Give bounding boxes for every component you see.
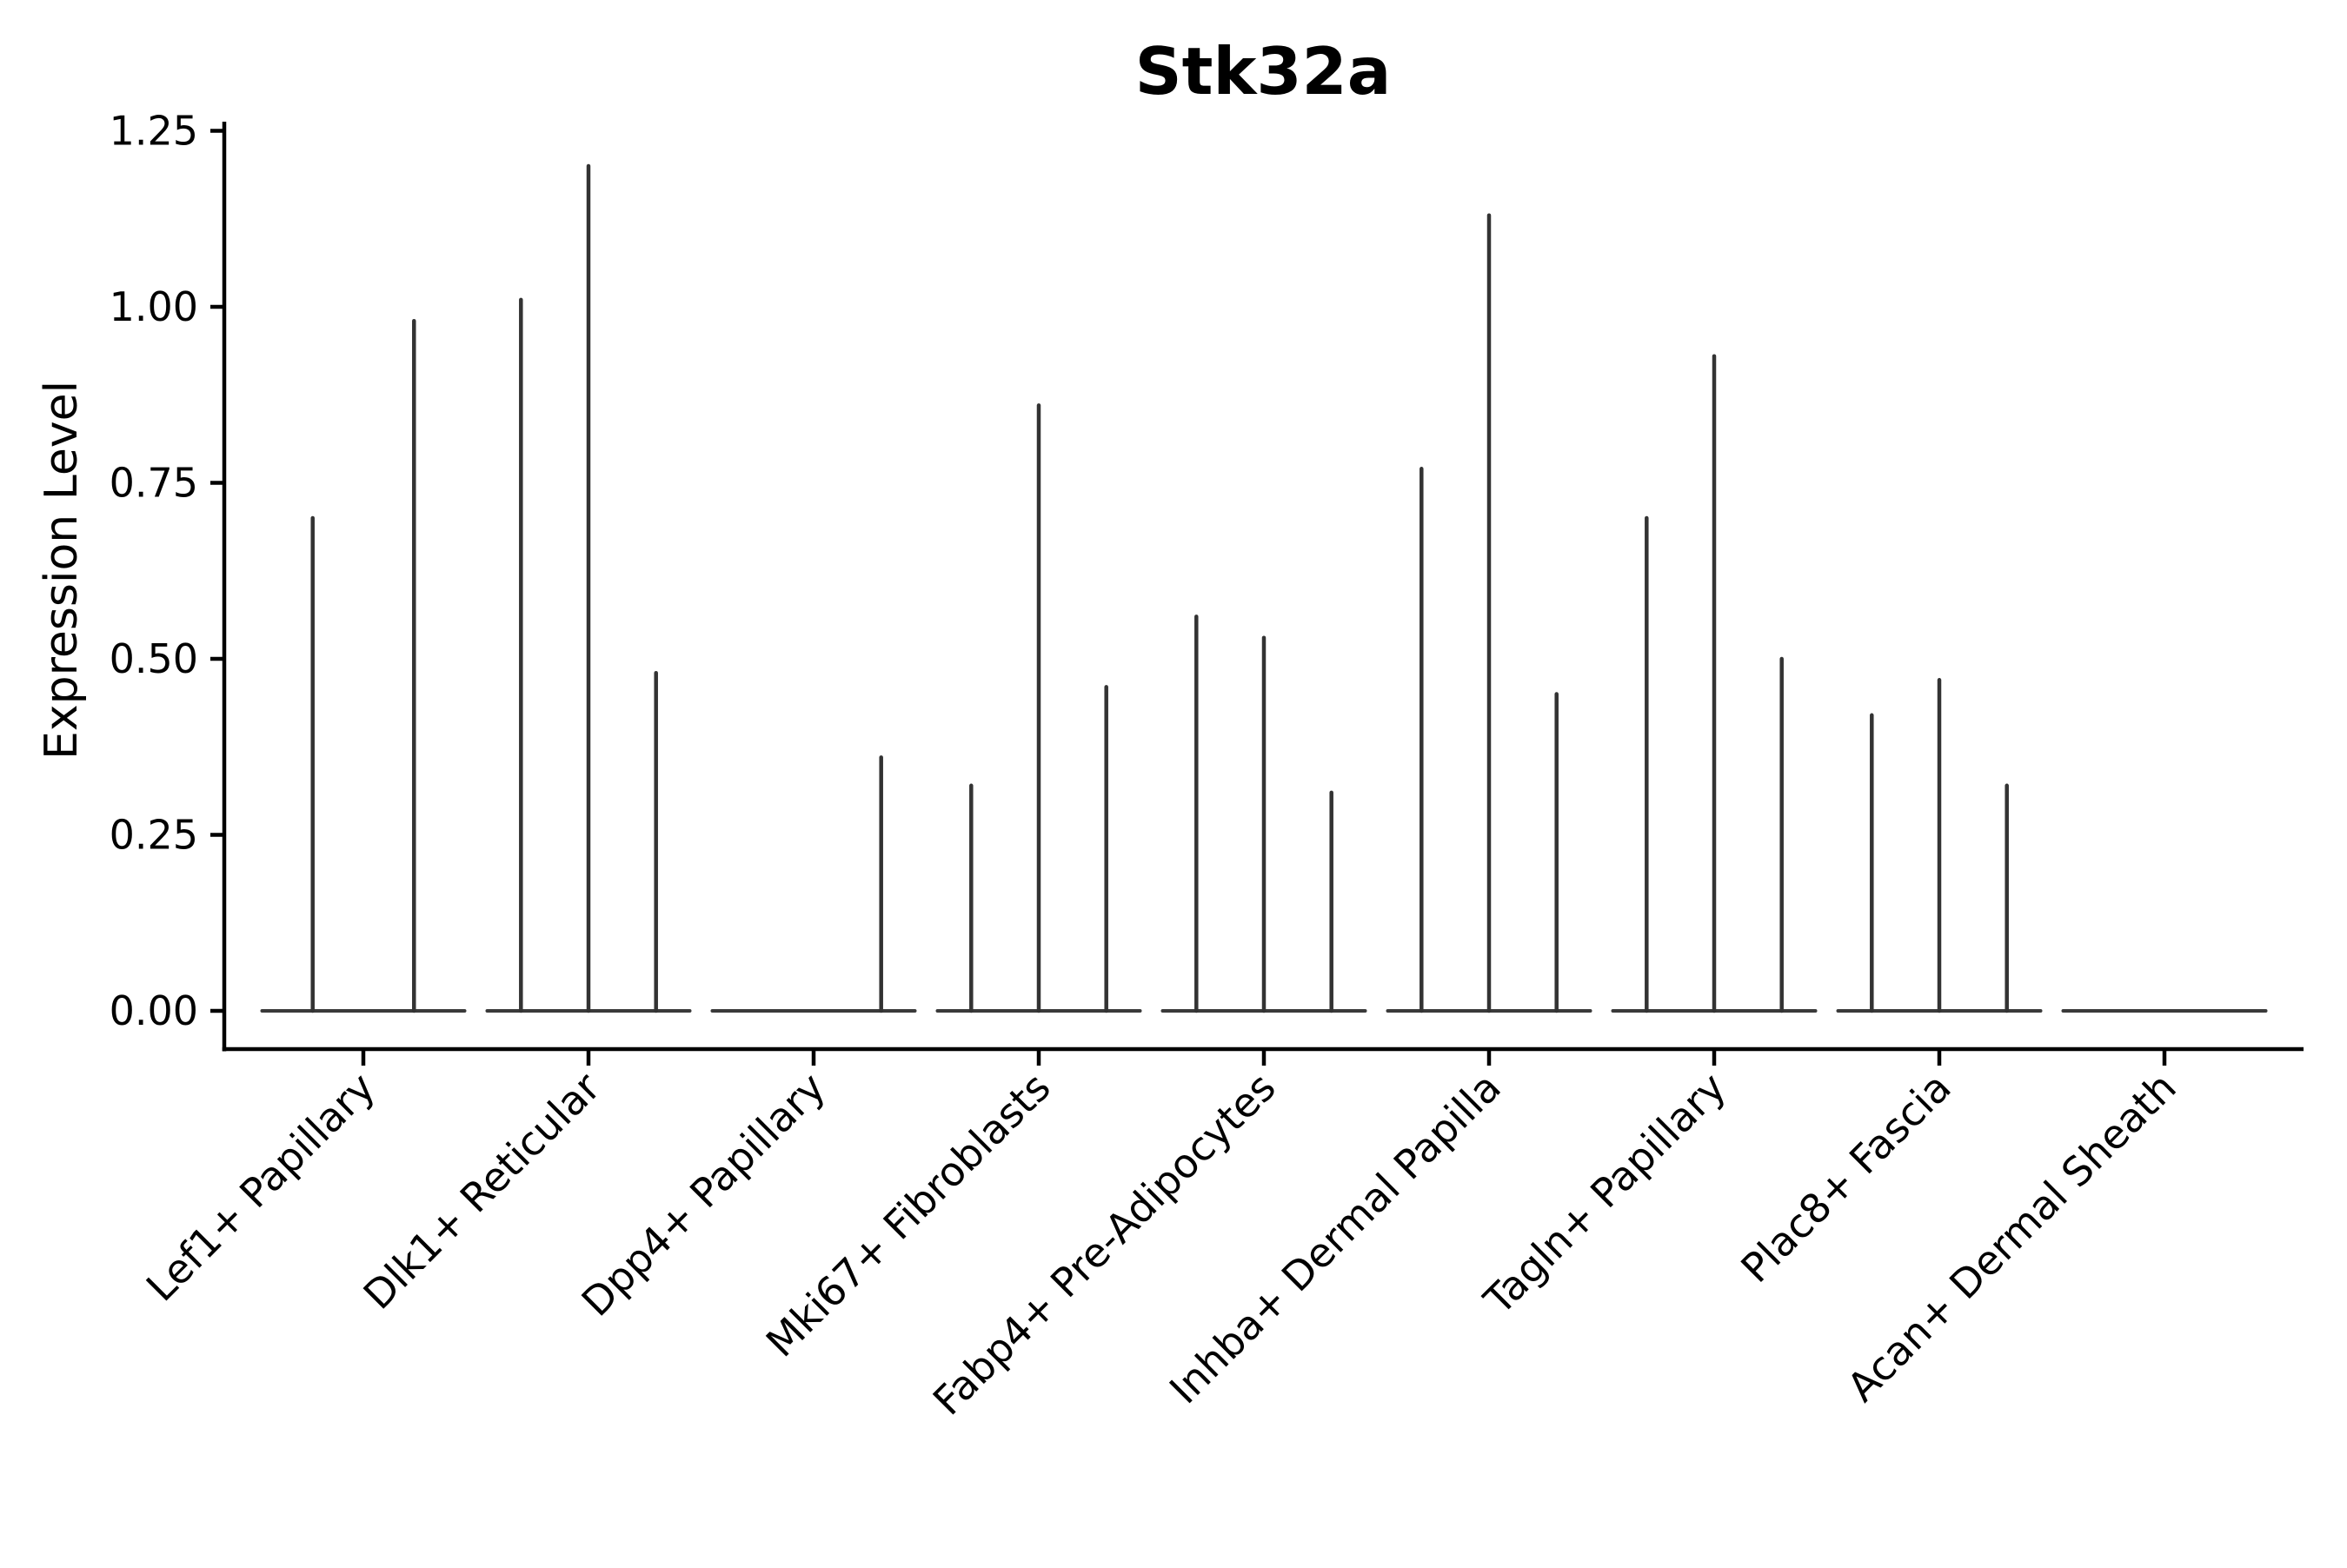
chart-title: Stk32a (1135, 33, 1392, 110)
x-tick-label: Lef1+ Papillary (137, 1064, 384, 1311)
x-tick-label: Dpp4+ Papillary (573, 1064, 834, 1325)
violin-3 (710, 755, 917, 1013)
violin-1 (260, 318, 467, 1013)
violin-8 (1836, 678, 2043, 1013)
x-tick-label: Dlk1+ Reticular (355, 1064, 609, 1319)
x-tick-label: Tagln+ Papillary (1474, 1064, 1735, 1325)
y-tick-label: 1.25 (110, 108, 198, 155)
y-axis-label: Expression Level (36, 381, 88, 760)
violin-5 (1160, 615, 1367, 1013)
violin-6 (1386, 213, 1592, 1013)
violin-7 (1611, 354, 1818, 1013)
y-axis-ticks: 0.00 0.25 0.50 0.75 1.00 1.25 (110, 108, 224, 1034)
x-tick-label: Plac8+ Fascia (1732, 1064, 1959, 1292)
violins-layer (260, 163, 2268, 1013)
y-tick-label: 0.00 (110, 987, 198, 1034)
violin-2 (485, 163, 692, 1013)
violin-4 (935, 403, 1142, 1013)
y-tick-label: 0.75 (110, 460, 198, 507)
y-tick-label: 0.25 (110, 812, 198, 859)
y-tick-label: 0.50 (110, 635, 198, 682)
y-tick-label: 1.00 (110, 283, 198, 330)
